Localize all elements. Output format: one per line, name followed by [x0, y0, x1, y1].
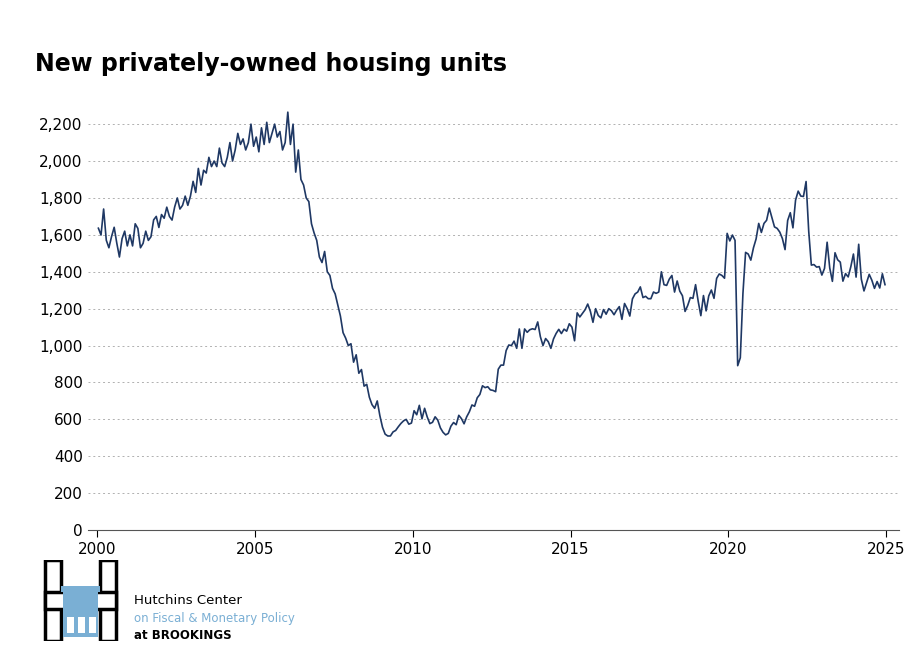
FancyArrow shape [61, 586, 100, 592]
Text: on Fiscal & Monetary Policy: on Fiscal & Monetary Policy [134, 612, 294, 625]
Bar [78, 617, 85, 633]
Bar [64, 592, 98, 637]
Bar [45, 592, 116, 609]
Text: New privately-owned housing units: New privately-owned housing units [35, 52, 507, 76]
Bar [89, 617, 96, 633]
Bar [67, 617, 74, 633]
Text: Hutchins Center: Hutchins Center [134, 594, 242, 607]
Bar [45, 560, 61, 641]
Bar [100, 560, 116, 641]
Text: at BROOKINGS: at BROOKINGS [134, 629, 231, 641]
